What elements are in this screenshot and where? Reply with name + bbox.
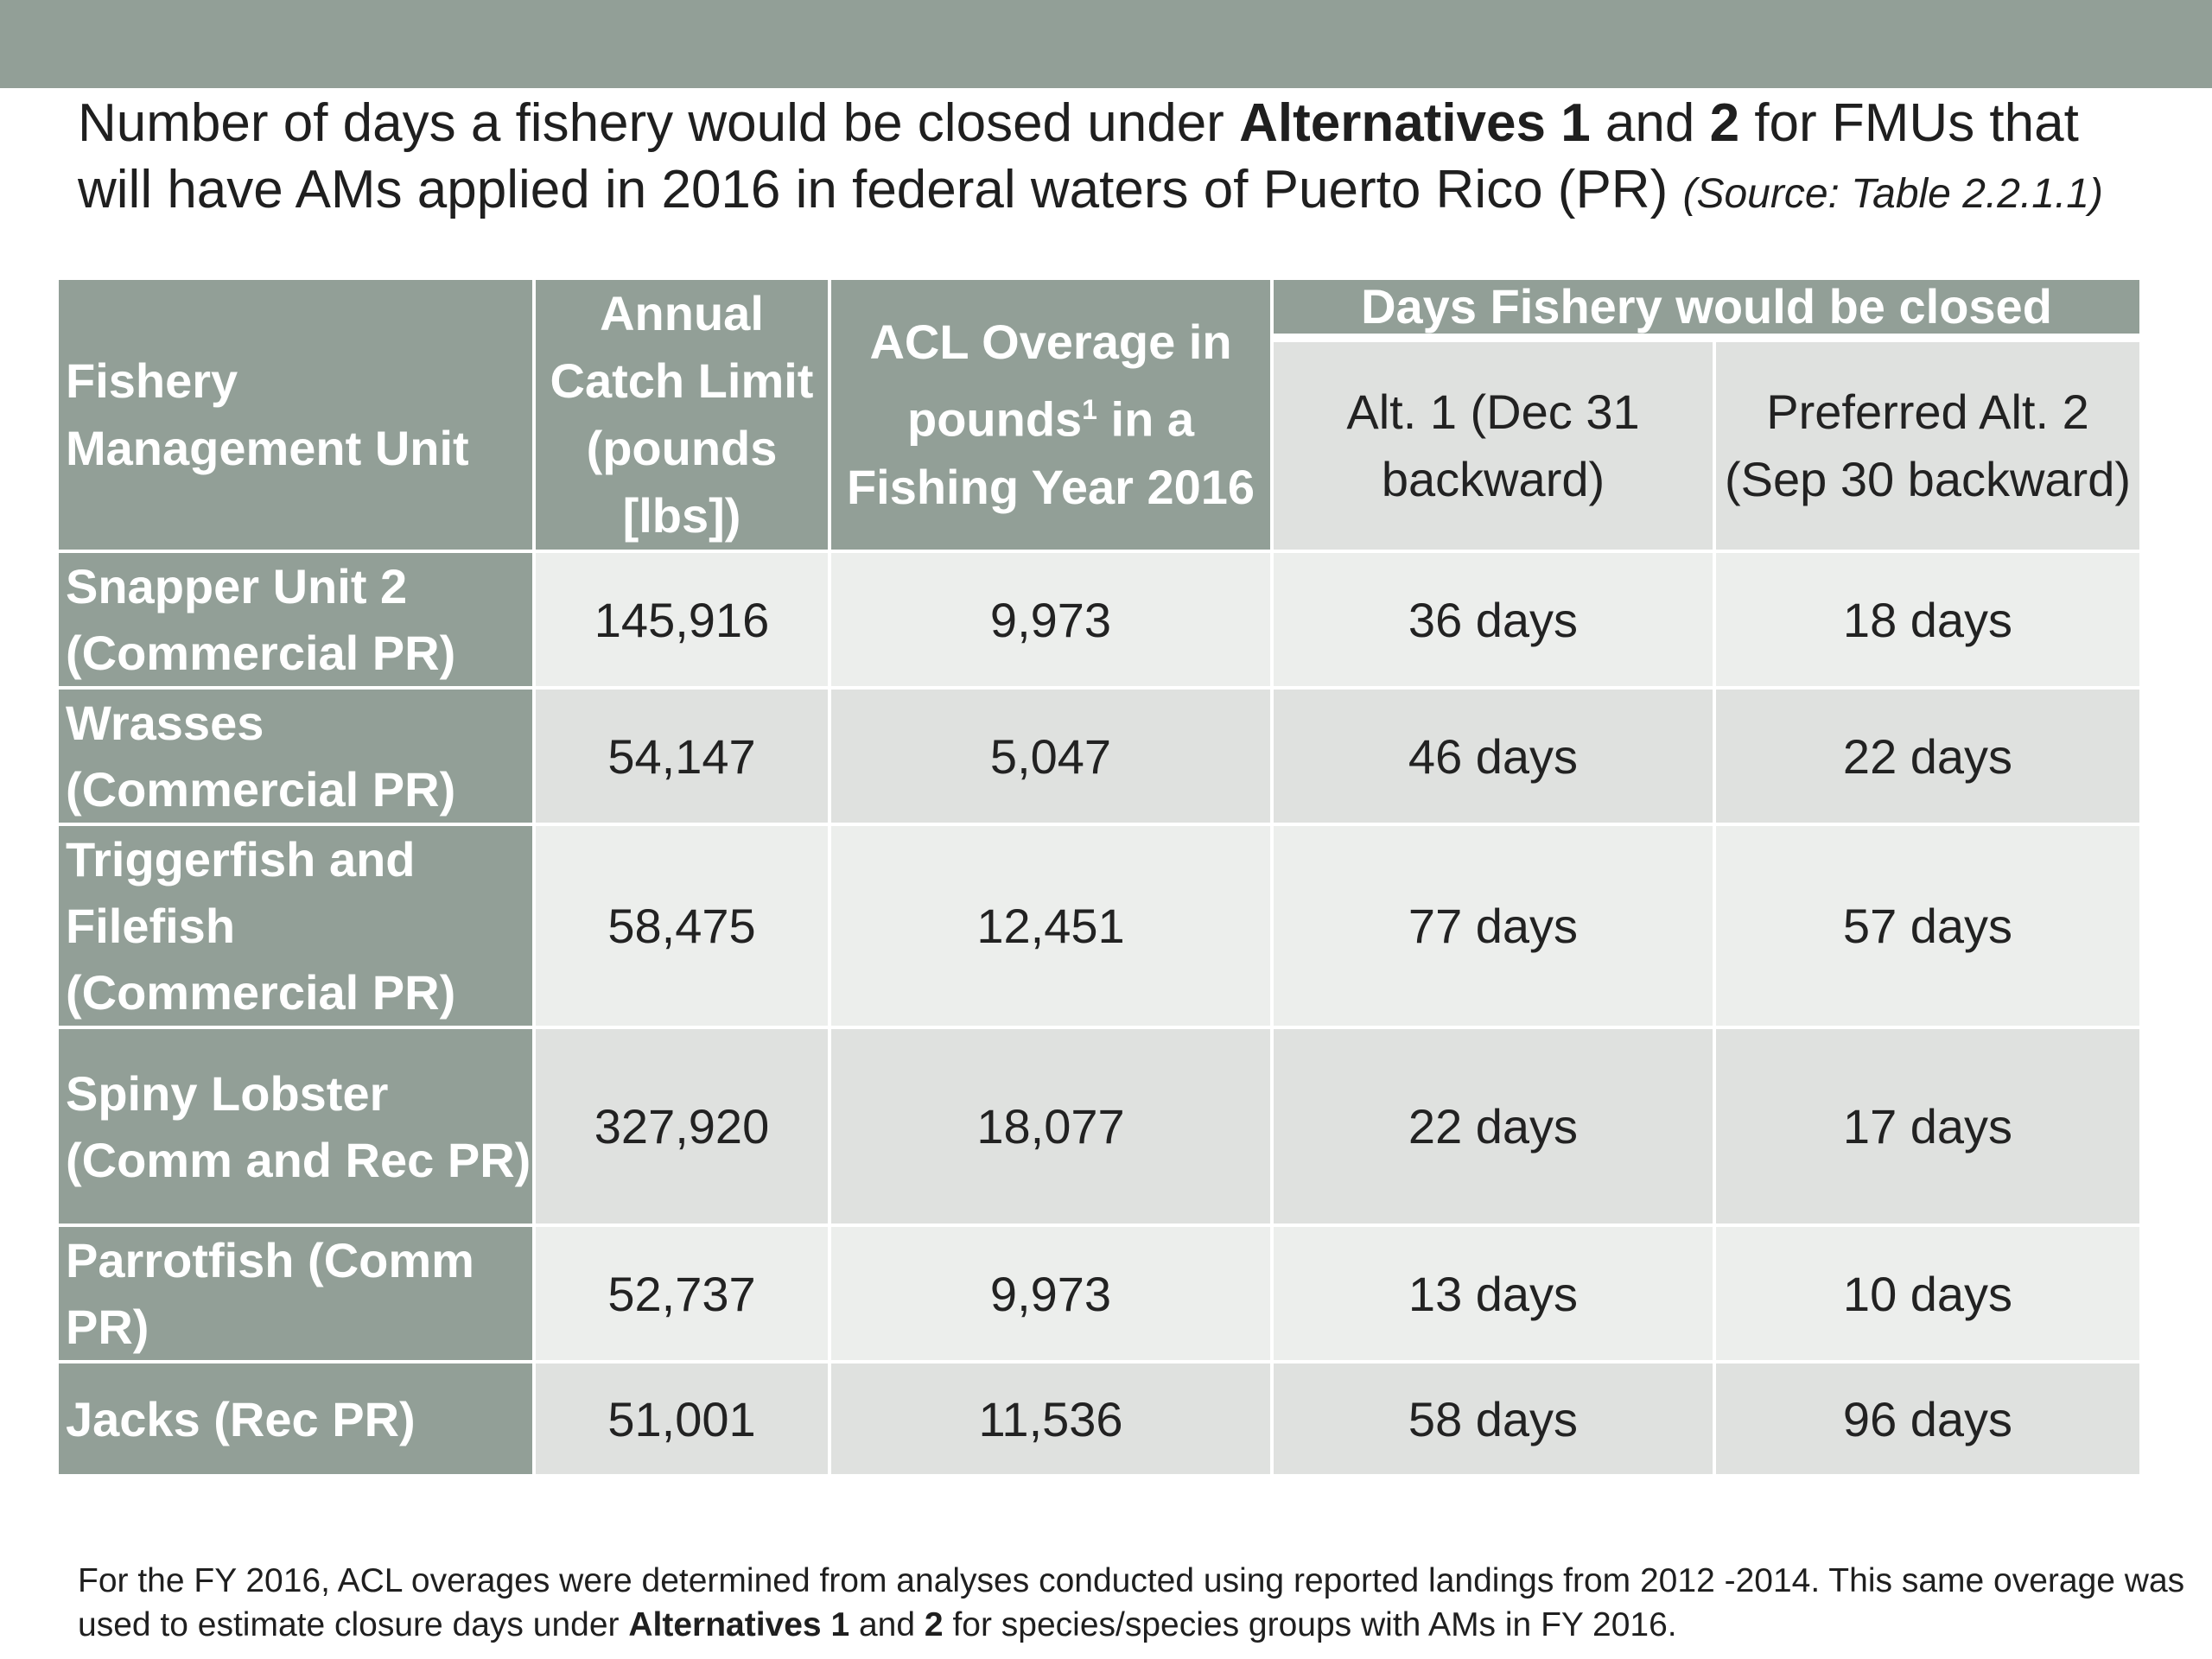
title-source: (Source: Table 2.2.1.1) — [1682, 171, 2103, 217]
row-fmu-label: Triggerfish and Filefish (Commercial PR) — [59, 826, 532, 1026]
table-row: Spiny Lobster (Comm and Rec PR) 327,920 … — [59, 1029, 2139, 1224]
footnote-bold-2: 2 — [924, 1606, 944, 1643]
cell-overage: 12,451 — [831, 826, 1270, 1026]
header-alt-1: Alt. 1 (Dec 31 backward) — [1274, 342, 1713, 550]
cell-overage: 9,973 — [831, 1227, 1270, 1360]
cell-overage: 11,536 — [831, 1363, 1270, 1474]
cell-alt1-days: 13 days — [1274, 1227, 1713, 1360]
row-fmu-label: Jacks (Rec PR) — [59, 1363, 532, 1474]
table-row: Wrasses (Commercial PR) 54,147 5,047 46 … — [59, 690, 2139, 823]
cell-alt2-days: 10 days — [1716, 1227, 2139, 1360]
header-annual-catch-limit: Annual Catch Limit (pounds [lbs]) — [536, 280, 828, 550]
footnote-text: For the FY 2016, ACL overages were deter… — [78, 1562, 2185, 1643]
title-text: and — [1590, 93, 1710, 153]
cell-alt1-days: 77 days — [1274, 826, 1713, 1026]
table-row: Triggerfish and Filefish (Commercial PR)… — [59, 826, 2139, 1026]
cell-alt2-days: 17 days — [1716, 1029, 2139, 1224]
cell-alt1-days: 36 days — [1274, 553, 1713, 686]
footnote: For the FY 2016, ACL overages were deter… — [78, 1559, 2186, 1647]
cell-acl: 52,737 — [536, 1227, 828, 1360]
cell-alt2-days: 96 days — [1716, 1363, 2139, 1474]
cell-acl: 327,920 — [536, 1029, 828, 1224]
row-fmu-label: Spiny Lobster (Comm and Rec PR) — [59, 1029, 532, 1224]
table-row: Snapper Unit 2 (Commercial PR) 145,916 9… — [59, 553, 2139, 686]
cell-alt2-days: 57 days — [1716, 826, 2139, 1026]
row-fmu-label: Wrasses (Commercial PR) — [59, 690, 532, 823]
top-banner — [0, 0, 2212, 88]
cell-acl: 58,475 — [536, 826, 828, 1026]
page-title: Number of days a fishery would be closed… — [78, 90, 2152, 227]
table-row: Jacks (Rec PR) 51,001 11,536 58 days 96 … — [59, 1363, 2139, 1474]
title-text: Number of days a fishery would be closed… — [78, 93, 1240, 153]
title-bold-alternatives: Alternatives 1 — [1239, 93, 1591, 153]
cell-overage: 5,047 — [831, 690, 1270, 823]
cell-acl: 54,147 — [536, 690, 828, 823]
cell-alt1-days: 46 days — [1274, 690, 1713, 823]
header-acl-overage: ACL Overage in pounds1 in a Fishing Year… — [831, 280, 1270, 550]
cell-acl: 51,001 — [536, 1363, 828, 1474]
header-acl-overage-text: ACL Overage in pounds — [869, 315, 1232, 447]
title-text: for FMUs that will have AMs applied in 2… — [78, 93, 2079, 219]
footnote-bold-alternatives: Alternatives 1 — [628, 1606, 850, 1643]
row-fmu-label: Parrotfish (Comm PR) — [59, 1227, 532, 1360]
footnote-text: for species/species groups with AMs in F… — [943, 1606, 1677, 1643]
footnote-marker: 1 — [1082, 394, 1097, 426]
cell-overage: 9,973 — [831, 553, 1270, 686]
cell-alt2-days: 18 days — [1716, 553, 2139, 686]
header-days-closed-group: Days Fishery would be closed — [1274, 280, 2139, 339]
cell-alt2-days: 22 days — [1716, 690, 2139, 823]
footnote-text: and — [849, 1606, 925, 1643]
cell-alt1-days: 58 days — [1274, 1363, 1713, 1474]
cell-alt1-days: 22 days — [1274, 1029, 1713, 1224]
row-fmu-label: Snapper Unit 2 (Commercial PR) — [59, 553, 532, 686]
cell-overage: 18,077 — [831, 1029, 1270, 1224]
header-fishery-management-unit: Fishery Management Unit — [59, 280, 532, 550]
header-preferred-alt-2: Preferred Alt. 2 (Sep 30 backward) — [1716, 342, 2139, 550]
closure-days-table: Fishery Management Unit Annual Catch Lim… — [55, 276, 2143, 1478]
cell-acl: 145,916 — [536, 553, 828, 686]
title-bold-2: 2 — [1709, 93, 1740, 153]
header-acl-overage-text: in a Fishing Year 2016 — [846, 391, 1255, 514]
table-row: Parrotfish (Comm PR) 52,737 9,973 13 day… — [59, 1227, 2139, 1360]
